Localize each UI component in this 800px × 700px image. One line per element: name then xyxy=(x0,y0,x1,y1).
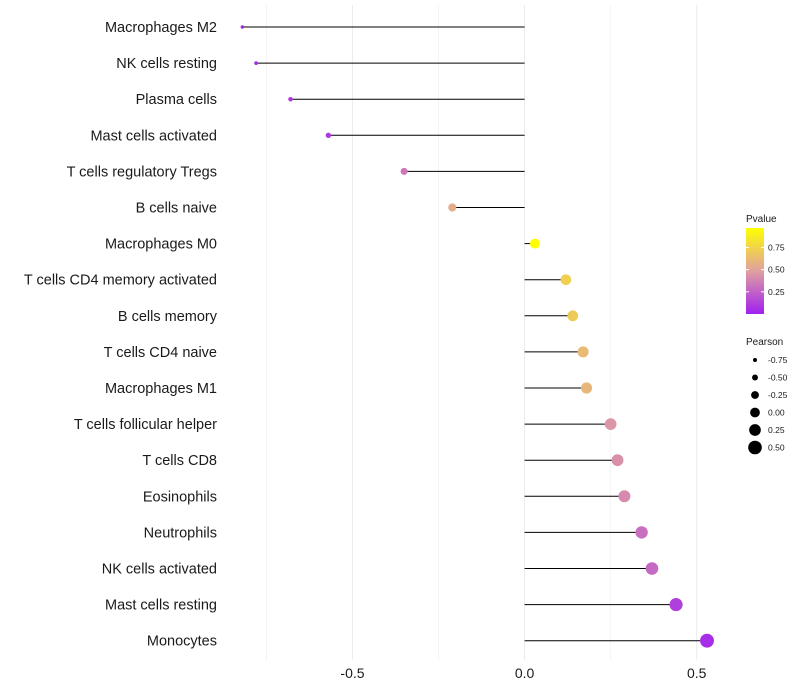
data-point xyxy=(645,562,659,575)
y-tick-label: Macrophages M1 xyxy=(105,381,217,397)
size-legend-point xyxy=(753,358,757,362)
data-point xyxy=(577,346,589,358)
size-legend-label: 0.50 xyxy=(768,443,785,453)
pvalue-legend-title: Pvalue xyxy=(746,214,777,225)
colorbar-tick-label: 0.50 xyxy=(768,265,785,275)
y-tick-label: NK cells activated xyxy=(102,562,217,578)
y-tick-label: NK cells resting xyxy=(116,56,217,72)
pearson-legend-title: Pearson xyxy=(746,337,783,348)
y-tick-label: T cells regulatory Tregs xyxy=(67,164,217,180)
y-axis-labels: Macrophages M2 NK cells resting Plasma cel… xyxy=(24,20,218,650)
data-point xyxy=(567,310,579,322)
size-legend-label: 0.00 xyxy=(768,408,785,418)
data-point xyxy=(611,454,624,467)
y-tick-label: Mast cells resting xyxy=(105,598,217,614)
size-legend-label: 0.25 xyxy=(768,425,785,435)
y-tick-label: Macrophages M2 xyxy=(105,20,217,36)
x-tick-label: -0.5 xyxy=(340,665,364,681)
data-point xyxy=(580,382,593,394)
data-point xyxy=(240,25,245,29)
data-point xyxy=(618,490,631,503)
y-tick-label: T cells follicular helper xyxy=(74,417,217,433)
size-legend-point xyxy=(749,424,761,436)
size-legend-label: -0.25 xyxy=(768,390,788,400)
y-tick-label: Monocytes xyxy=(147,634,217,650)
size-legend-label: -0.50 xyxy=(768,373,788,383)
y-tick-label: T cells CD8 xyxy=(142,453,217,469)
size-legend-point xyxy=(748,440,762,455)
y-tick-label: Eosinophils xyxy=(143,489,217,505)
pearson-legend: Pearson -0.75 -0.50 -0.25 0.00 0.25 0.50 xyxy=(746,337,788,455)
point-layer xyxy=(240,25,714,648)
x-tick-label: 0.0 xyxy=(515,665,535,681)
x-tick-label: 0.5 xyxy=(687,665,707,681)
data-point xyxy=(604,418,617,430)
colorbar-tick-label: 0.75 xyxy=(768,243,785,253)
y-tick-label: Macrophages M0 xyxy=(105,237,217,253)
data-point xyxy=(635,526,648,539)
stem-layer xyxy=(242,26,708,642)
y-tick-label: B cells naive xyxy=(136,201,217,217)
y-tick-label: T cells CD4 memory activated xyxy=(24,273,217,289)
data-point xyxy=(700,633,714,648)
size-legend-point xyxy=(750,407,760,418)
data-point xyxy=(448,203,457,212)
data-point xyxy=(560,274,572,286)
data-point xyxy=(529,238,540,249)
grid-layer xyxy=(265,5,698,660)
pvalue-legend: Pvalue 0.25 0.50 0.75 xyxy=(746,214,785,314)
data-point xyxy=(254,61,258,65)
size-legend-label: -0.75 xyxy=(768,355,788,365)
data-point xyxy=(288,96,293,102)
pvalue-colorbar xyxy=(746,228,764,314)
size-legend-point xyxy=(751,391,759,399)
y-tick-label: Mast cells activated xyxy=(90,128,217,144)
y-tick-label: Neutrophils xyxy=(144,525,217,541)
data-point xyxy=(669,598,683,612)
size-legend-point xyxy=(752,374,758,381)
y-tick-label: Plasma cells xyxy=(136,92,217,108)
data-point xyxy=(400,167,408,175)
y-tick-label: T cells CD4 naive xyxy=(104,345,217,361)
y-tick-label: B cells memory xyxy=(118,309,218,325)
data-point xyxy=(325,132,332,138)
x-axis-ticks: -0.5 0.0 0.5 xyxy=(340,665,706,681)
colorbar-tick-label: 0.25 xyxy=(768,287,785,297)
